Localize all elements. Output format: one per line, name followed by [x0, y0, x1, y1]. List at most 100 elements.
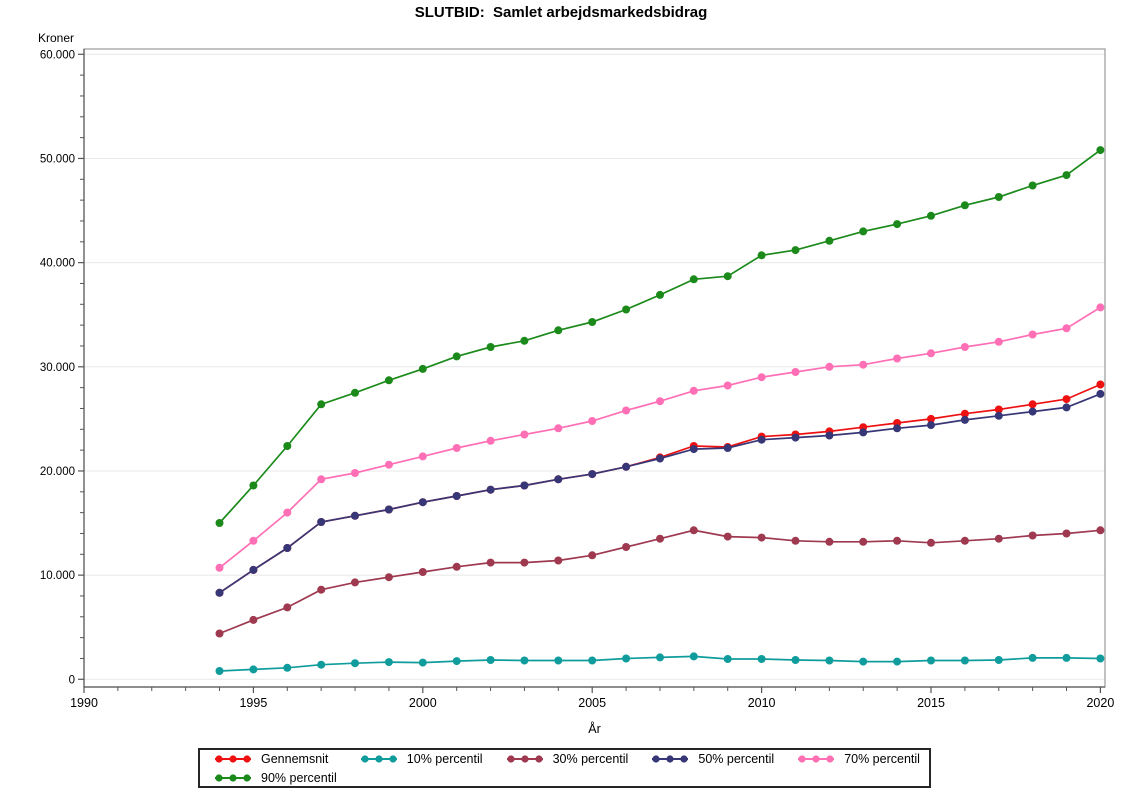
data-point-10-percentil — [791, 656, 800, 664]
plot-area: 0 10.000 20.000 30.000 40.000 50.000 60.000 199… — [38, 31, 1114, 736]
data-point-50-percentil — [689, 445, 698, 454]
data-point-50-percentil — [1096, 389, 1105, 398]
data-point-90-percentil — [689, 275, 698, 284]
data-point-70-percentil — [452, 444, 461, 452]
y-axis-title: Kroner — [38, 31, 74, 45]
data-point-90-percentil — [283, 442, 292, 450]
data-point-70-percentil — [859, 360, 868, 369]
data-point-70-percentil — [791, 368, 800, 376]
legend-label: 10% percentil — [406, 751, 483, 766]
legend-item-90-percentil: 90% percentil — [200, 768, 346, 787]
data-point-50-percentil — [757, 435, 766, 444]
x-tick-label: 2000 — [409, 696, 437, 710]
data-point-30-percentil — [588, 551, 597, 560]
data-point-10-percentil — [893, 657, 902, 666]
legend-item-30-percentil: 30% percentil — [492, 749, 638, 768]
data-point-70-percentil — [893, 354, 902, 363]
data-point-10-percentil — [283, 663, 292, 672]
data-point-90-percentil — [723, 272, 732, 281]
legend-item-gennemsnit: Gennemsnit — [200, 749, 346, 768]
data-point-10-percentil — [384, 658, 393, 667]
data-point-10-percentil — [689, 652, 698, 661]
data-point-gennemsnit — [994, 405, 1003, 414]
data-point-70-percentil — [723, 381, 732, 390]
data-point-10-percentil — [520, 656, 529, 665]
legend-marker-icon — [798, 754, 835, 763]
data-point-70-percentil — [622, 406, 631, 415]
data-point-70-percentil — [1096, 303, 1105, 312]
data-point-10-percentil — [418, 658, 427, 667]
data-point-70-percentil — [418, 452, 427, 461]
data-point-70-percentil — [215, 563, 224, 572]
data-point-50-percentil — [452, 492, 461, 500]
data-point-70-percentil — [825, 362, 834, 371]
legend-marker-icon — [360, 754, 397, 763]
data-point-50-percentil — [418, 498, 427, 507]
data-point-30-percentil — [215, 629, 224, 638]
data-point-10-percentil — [452, 657, 461, 666]
data-point-90-percentil — [554, 326, 563, 335]
x-tick-label: 2005 — [578, 696, 606, 710]
data-point-gennemsnit — [1028, 400, 1037, 409]
data-point-70-percentil — [249, 536, 258, 545]
data-point-30-percentil — [384, 573, 393, 582]
y-tick-label: 0 — [69, 674, 75, 686]
data-point-10-percentil — [249, 665, 258, 674]
data-point-gennemsnit — [960, 409, 969, 418]
data-point-70-percentil — [351, 469, 359, 477]
data-point-50-percentil — [588, 470, 597, 479]
data-point-50-percentil — [1062, 403, 1071, 412]
y-tick-label: 60.000 — [40, 49, 75, 61]
data-point-70-percentil — [317, 475, 326, 484]
data-point-70-percentil — [757, 373, 766, 382]
data-point-90-percentil — [452, 352, 461, 361]
data-point-10-percentil — [554, 656, 563, 665]
data-point-50-percentil — [249, 565, 258, 574]
data-point-50-percentil — [283, 544, 292, 552]
data-point-10-percentil — [588, 656, 597, 665]
data-point-50-percentil — [215, 588, 224, 597]
y-tick-label: 50.000 — [40, 153, 75, 165]
data-point-50-percentil — [351, 511, 359, 520]
data-point-90-percentil — [588, 318, 597, 326]
data-point-90-percentil — [1096, 146, 1105, 155]
data-point-70-percentil — [554, 424, 563, 433]
data-point-90-percentil — [215, 519, 224, 527]
data-point-90-percentil — [384, 376, 393, 385]
data-point-70-percentil — [656, 397, 664, 406]
legend-item-70-percentil: 70% percentil — [783, 749, 929, 768]
legend-label: 70% percentil — [844, 751, 920, 766]
legend-item-50-percentil: 50% percentil — [637, 749, 783, 768]
data-point-30-percentil — [859, 537, 868, 546]
chart-title: SLUTBID: Samlet arbejdsmarkedsbidrag — [414, 4, 708, 21]
data-point-30-percentil — [351, 578, 359, 587]
data-point-50-percentil — [622, 462, 631, 471]
data-point-50-percentil — [927, 421, 935, 430]
legend-marker-icon — [215, 754, 251, 763]
legend-label: 50% percentil — [698, 751, 775, 766]
legend-marker-icon — [215, 773, 251, 782]
data-point-90-percentil — [859, 227, 868, 236]
data-point-50-percentil — [893, 424, 902, 433]
data-point-10-percentil — [215, 667, 224, 675]
data-point-50-percentil — [960, 415, 969, 424]
legend-marker-icon — [652, 754, 689, 763]
data-point-70-percentil — [283, 508, 292, 517]
legend-item-10-percentil: 10% percentil — [346, 749, 492, 768]
data-point-90-percentil — [960, 201, 969, 210]
data-point-10-percentil — [1096, 654, 1105, 663]
data-point-90-percentil — [1062, 171, 1071, 180]
data-point-10-percentil — [351, 659, 359, 668]
data-point-30-percentil — [757, 533, 766, 542]
data-point-10-percentil — [622, 654, 631, 663]
data-point-90-percentil — [622, 305, 631, 314]
data-point-70-percentil — [486, 436, 495, 445]
data-point-gennemsnit — [1062, 395, 1071, 404]
data-point-gennemsnit — [927, 414, 935, 423]
data-point-30-percentil — [791, 536, 800, 545]
x-axis-title: År — [588, 721, 601, 736]
data-point-90-percentil — [994, 193, 1003, 201]
data-point-30-percentil — [520, 558, 529, 567]
data-point-10-percentil — [927, 656, 935, 665]
x-tick-label: 2020 — [1086, 696, 1114, 710]
